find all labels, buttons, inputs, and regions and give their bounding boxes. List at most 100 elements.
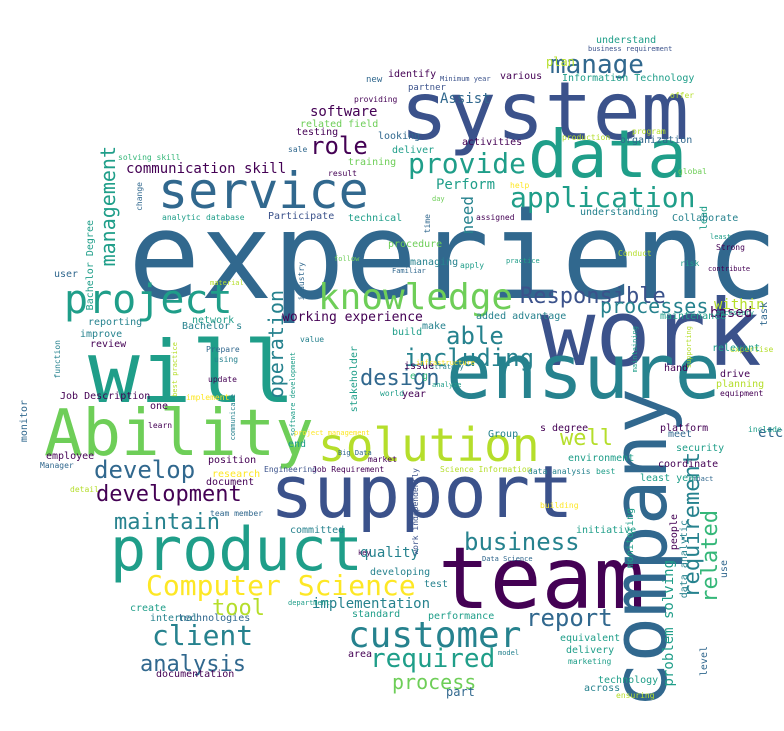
word-ensure: ensure — [446, 327, 721, 416]
word-learn: learn — [148, 421, 173, 430]
word-business: business — [464, 528, 580, 556]
word-implementation: implementation — [312, 596, 431, 612]
word-production: production — [562, 133, 611, 142]
word-experience: experience — [128, 188, 784, 327]
word-development: development — [96, 482, 242, 507]
word-impact: impact — [688, 475, 714, 483]
word-data: data — [528, 116, 687, 193]
word-project-management: project management — [294, 429, 370, 437]
word-participate: Participate — [268, 211, 335, 222]
word-hand: hand — [664, 363, 689, 374]
word-various: various — [500, 71, 543, 82]
word-technologies: technologies — [178, 613, 251, 624]
word-customer: customer — [348, 615, 522, 656]
word-system: system — [400, 65, 689, 158]
word-able: able — [446, 322, 504, 350]
word-project: project — [64, 277, 233, 323]
word-position: position — [208, 455, 257, 466]
word-security: security — [676, 443, 725, 454]
word-deliver: deliver — [392, 145, 435, 156]
word-function: function — [53, 340, 62, 379]
word-testing: testing — [296, 127, 339, 138]
word-area: area — [348, 649, 373, 660]
word-job-description: Job Description — [60, 391, 151, 402]
word-review: review — [90, 339, 127, 350]
word-etc: etc — [758, 425, 784, 441]
word-design: design — [360, 366, 440, 391]
word-model: model — [498, 649, 520, 657]
word-solution: solution — [318, 418, 540, 472]
word-minimum-year: Minimum year — [440, 75, 491, 83]
word-platform: platform — [660, 423, 709, 434]
word-responsible: Responsible — [520, 284, 666, 309]
word-collaborate: Collaborate — [672, 213, 739, 224]
word-working-experience: working experience — [282, 310, 423, 325]
word-reporting: reporting — [88, 317, 143, 328]
word-client: client — [152, 619, 254, 652]
word-maintain: maintain — [114, 510, 220, 535]
word-end: end — [288, 439, 307, 450]
word-monitoring: monitoring — [625, 508, 636, 569]
word-equivalent: equivalent — [560, 633, 621, 644]
word-strategy: strategy — [430, 363, 464, 371]
word-product: product — [110, 515, 363, 585]
word-apply: apply — [460, 261, 485, 270]
word-follow: follow — [334, 255, 360, 263]
word-communication-skill: communication skill — [126, 161, 287, 177]
word-least-year: least year — [640, 473, 701, 484]
word-necessary: necessary — [716, 309, 754, 317]
word-including: including — [404, 344, 535, 372]
word-employee: employee — [46, 451, 95, 462]
word-computer-science: Computer Science — [146, 569, 416, 602]
word-need: need — [458, 196, 477, 235]
word-part: part — [446, 685, 475, 699]
word-best: best — [596, 467, 616, 476]
word-equipment: equipment — [720, 389, 764, 398]
word-manager: Manager — [40, 461, 74, 470]
word-new: new — [366, 75, 383, 85]
word-infrastructure: infrastructure — [416, 359, 476, 367]
word-level: level — [699, 646, 710, 677]
word-activities: activities — [462, 137, 523, 148]
word-within: within — [714, 297, 765, 313]
word-technical: technical — [348, 213, 403, 224]
word-support: support — [270, 450, 574, 534]
word-quality: quality — [360, 545, 420, 561]
word-initiative: initiative — [576, 525, 637, 536]
word-process: process — [392, 670, 477, 694]
word-standard: standard — [352, 609, 401, 620]
word-report: report — [526, 604, 613, 632]
word-monitor: monitor — [19, 400, 30, 443]
word-supporting: supporting — [685, 326, 693, 369]
word-assist: Assist — [440, 91, 491, 107]
word-one: one — [150, 401, 169, 412]
word-maintenance: maintenance — [660, 311, 727, 322]
word-manage: manage — [550, 50, 644, 80]
word-information-technology: Information Technology — [562, 73, 695, 84]
word-documentation: documentation — [156, 669, 235, 680]
word-related: related — [698, 510, 723, 603]
word-network: network — [192, 315, 235, 326]
word-developing: developing — [370, 567, 431, 578]
word-solving-skill: solving skill — [118, 153, 181, 162]
word-assigned: assigned — [476, 213, 515, 222]
word-program: program — [632, 127, 666, 136]
word-ability: Ability — [44, 397, 314, 471]
word-update: update — [208, 375, 237, 384]
word-using: using — [214, 355, 239, 364]
word-operation: operation — [264, 290, 288, 399]
word-familiar: Familiar — [392, 267, 426, 275]
word-risk: risk — [680, 259, 700, 268]
word-organization: organization — [620, 135, 693, 146]
word-user: user — [54, 269, 79, 280]
word-marketing: marketing — [568, 657, 612, 666]
word-providing: providing — [354, 95, 398, 104]
word-analysis: analysis — [140, 652, 246, 677]
word-world: world — [380, 389, 405, 398]
word-value: value — [300, 335, 325, 344]
word-provide: provide — [408, 147, 527, 180]
word-internal: internal — [150, 613, 199, 624]
word-problem-solving: problem solving — [661, 560, 677, 687]
word-stakeholder: stakeholder — [349, 346, 360, 413]
